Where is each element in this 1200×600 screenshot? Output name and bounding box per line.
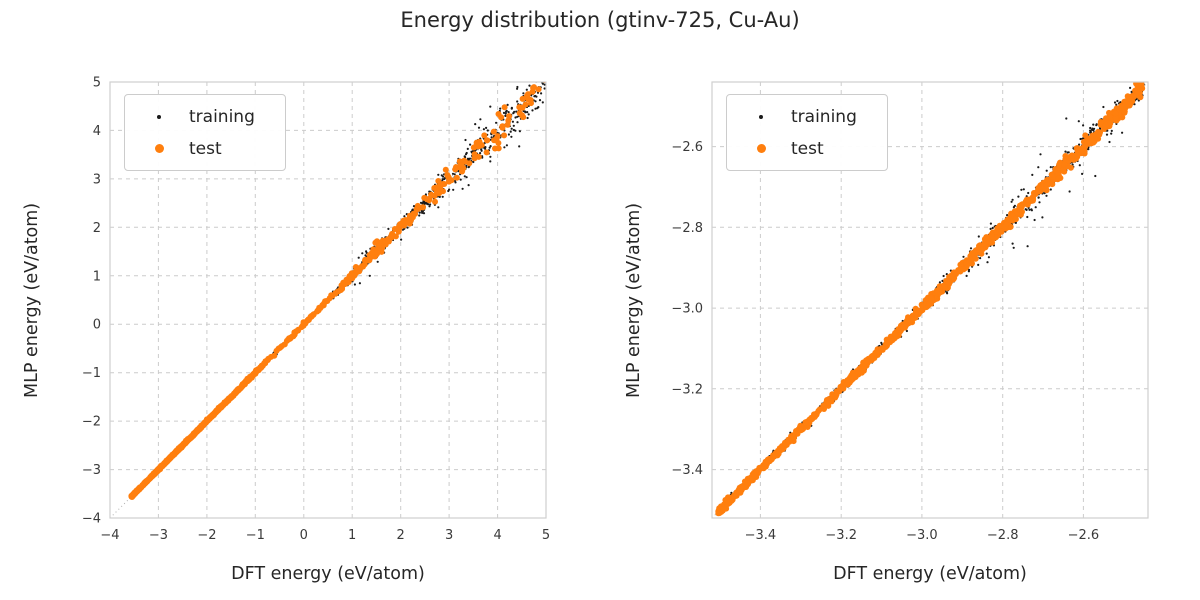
svg-text:−4: −4 — [100, 528, 119, 543]
svg-text:1: 1 — [348, 528, 356, 543]
svg-text:−1: −1 — [82, 366, 101, 381]
svg-text:2: 2 — [93, 221, 101, 236]
svg-text:−4: −4 — [82, 512, 101, 527]
svg-text:3: 3 — [93, 172, 101, 187]
legend-marker-test — [137, 144, 181, 153]
svg-text:3: 3 — [445, 528, 453, 543]
legend-item-training: training — [137, 104, 255, 129]
svg-text:−2: −2 — [197, 528, 216, 543]
svg-text:5: 5 — [93, 76, 101, 91]
left-plot: MLP energy (eV/atom) −4 −3 −2 −1 0 1 2 3 4 5 −4 −3−… — [20, 72, 580, 597]
legend-marker-test — [739, 144, 783, 153]
svg-text:−3: −3 — [149, 528, 168, 543]
svg-text:0: 0 — [300, 528, 308, 543]
right-x-axis-label: DFT energy (eV/atom) — [833, 564, 1027, 584]
left-plot-canvas: −4 −3 −2 −1 0 1 2 3 4 5 −4 −3 −2 −1 0 1 2 3 4 5 — [82, 76, 550, 544]
figure-title: Energy distribution (gtinv-725, Cu-Au) — [400, 8, 800, 32]
legend-label-training: training — [791, 106, 857, 127]
svg-text:2: 2 — [397, 528, 405, 543]
legend-label-test: test — [791, 138, 824, 159]
svg-text:−2: −2 — [82, 415, 101, 430]
svg-text:0: 0 — [93, 318, 101, 333]
legend-label-training: training — [189, 106, 255, 127]
right-legend: training test — [726, 94, 888, 171]
svg-text:−1: −1 — [246, 528, 265, 543]
right-plot: MLP energy (eV/atom) −3.4 −3.2 −3.0 −2.8 −2.… — [622, 72, 1182, 597]
legend-marker-training — [739, 114, 783, 119]
legend-item-training: training — [739, 104, 857, 129]
svg-text:1: 1 — [93, 269, 101, 284]
svg-text:4: 4 — [493, 528, 501, 543]
svg-text:4: 4 — [93, 124, 101, 139]
legend-label-test: test — [189, 138, 222, 159]
legend-item-test: test — [137, 136, 255, 161]
svg-text:−3: −3 — [82, 463, 101, 478]
legend-marker-training — [137, 114, 181, 119]
left-legend: training test — [124, 94, 286, 171]
left-y-axis-label: MLP energy (eV/atom) — [22, 202, 42, 398]
left-x-axis-label: DFT energy (eV/atom) — [231, 564, 425, 584]
svg-text:5: 5 — [542, 528, 550, 543]
legend-item-test: test — [739, 136, 857, 161]
right-y-axis-label: MLP energy (eV/atom) — [624, 202, 644, 398]
